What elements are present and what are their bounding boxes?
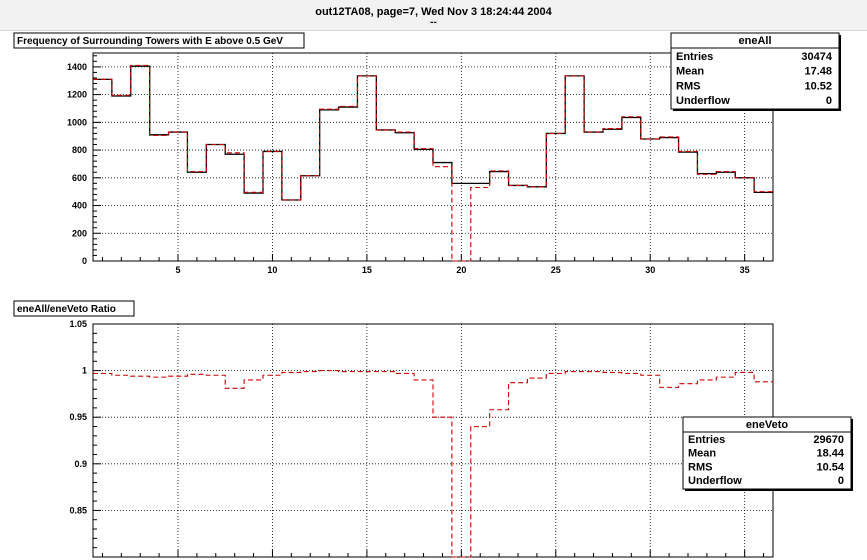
panel1-title: Frequency of Surrounding Towers with E a… <box>17 36 283 47</box>
panel2-stats-value: 10.54 <box>816 461 844 473</box>
panel1-x-tick-label: 30 <box>645 265 655 275</box>
panel2-stats-label: Underflow <box>688 475 742 487</box>
panel2-stats-label: Mean <box>688 448 716 460</box>
panel2-title-box <box>13 300 135 317</box>
page-title: out12TA08, page=7, Wed Nov 3 18:24:44 20… <box>315 6 552 18</box>
panel1-stats-value: 0 <box>826 95 832 107</box>
panel1-stats-label: Entries <box>676 51 713 63</box>
panel2-y-tick-label: 1 <box>82 366 87 376</box>
panel1-y-tick-label: 200 <box>72 228 87 238</box>
panel1-stats-name: eneAll <box>738 35 771 47</box>
panel1-y-tick-label: 600 <box>72 173 87 183</box>
panel1-stats-box <box>670 32 840 110</box>
panel2-stats-label: RMS <box>688 461 712 473</box>
panel1-stats-value: 30474 <box>801 51 832 63</box>
panel1-y-tick-label: 0 <box>82 256 87 266</box>
panel2-title: eneAll/eneVeto Ratio <box>17 304 116 315</box>
panel1-stats-label: Underflow <box>676 95 730 107</box>
panel2-stats-name: eneVeto <box>746 419 788 431</box>
panel1-stats-label: Mean <box>676 66 704 78</box>
panel1-y-tick-label: 1400 <box>67 62 87 72</box>
page-header: out12TA08, page=7, Wed Nov 3 18:24:44 20… <box>0 0 867 31</box>
panel1-x-tick-label: 20 <box>456 265 466 275</box>
panel1-x-tick-label: 5 <box>175 265 180 275</box>
panel2-y-tick-label: 0.85 <box>69 505 87 515</box>
chart-canvas: 5 10 15 20 25 30 350200400600800100012001400Fr… <box>13 32 853 558</box>
panel1-title-box <box>13 32 305 49</box>
panel1-x-tick-label: 25 <box>551 265 561 275</box>
panel1-y-tick-label: 800 <box>72 145 87 155</box>
panel1-y-tick-label: 400 <box>72 201 87 211</box>
panel2-stats-value: 29670 <box>813 434 844 446</box>
panel1-stats-value: 17.48 <box>804 66 832 78</box>
panel2-y-tick-label: 0.9 <box>74 459 87 469</box>
panel1: 5 10 15 20 25 30 35 0 200 400 600 800 1000 1200 1400 Fr… <box>13 32 841 275</box>
panel1-y-tick-label: 1200 <box>67 90 87 100</box>
panel1-stats-label: RMS <box>676 80 700 92</box>
panel2-stats-value: 0 <box>838 475 844 487</box>
panel2-series-ratio <box>93 370 773 558</box>
panel2-y-tick-label: 0.95 <box>69 412 87 422</box>
panel2-y-tick-label: 1.05 <box>69 319 87 329</box>
panel1-x-tick-label: 15 <box>362 265 372 275</box>
panel2-stats-label: Entries <box>688 434 725 446</box>
page-subtitle: -- <box>430 17 437 28</box>
panel2-stats-value: 18.44 <box>816 448 844 460</box>
panel1-x-tick-label: 35 <box>740 265 750 275</box>
panel1-y-tick-label: 1000 <box>67 117 87 127</box>
panel2-frame <box>92 323 774 558</box>
panel2-stats-box <box>682 416 852 490</box>
panel2: 51015202530350.850.90.9511.05eneAll/eneV… <box>13 300 853 558</box>
panel1-x-tick-label: 10 <box>267 265 277 275</box>
panel1-stats-value: 10.52 <box>804 80 832 92</box>
